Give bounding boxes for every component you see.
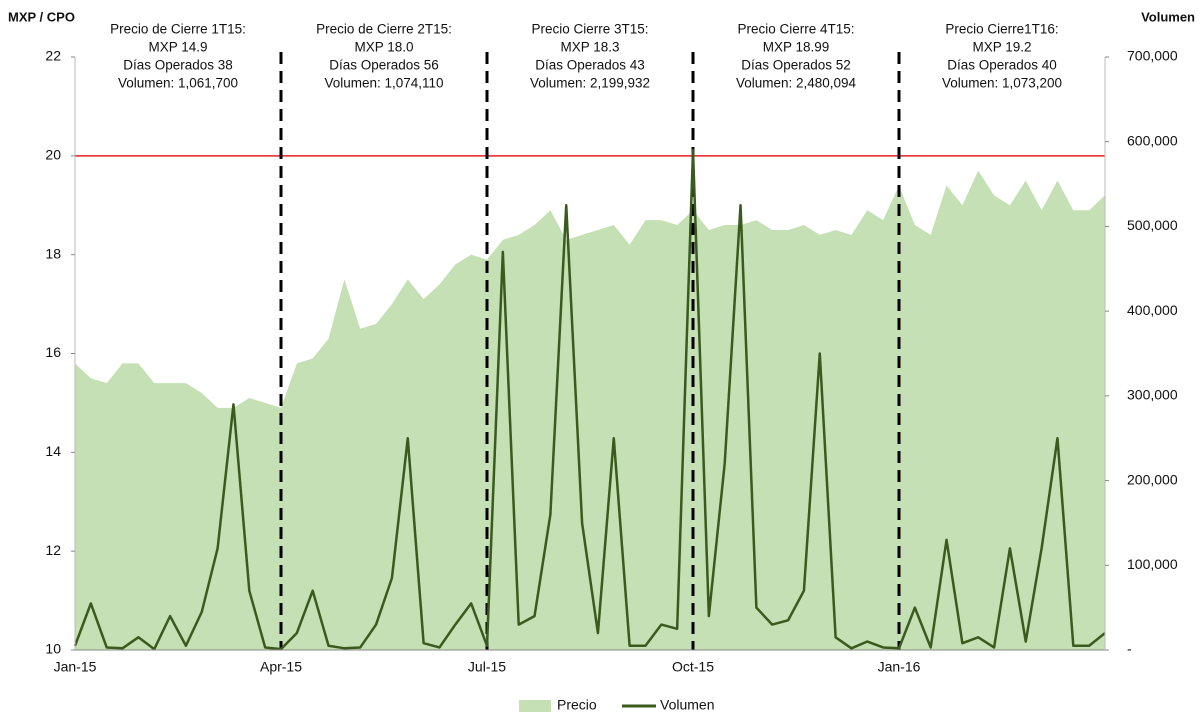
annotation: MXP 19.2 xyxy=(972,40,1031,55)
annotation: Días Operados 43 xyxy=(535,58,645,73)
y2-tick-label: 100,000 xyxy=(1127,556,1178,572)
y2-tick-label: - xyxy=(1127,641,1132,657)
annotation: MXP 18.99 xyxy=(763,40,830,55)
y2-tick-label: 300,000 xyxy=(1127,387,1178,403)
legend-label: Precio xyxy=(557,697,597,713)
annotation: MXP 14.9 xyxy=(148,40,207,55)
y-tick-label: 18 xyxy=(45,245,61,261)
annotation: Volumen: 1,074,110 xyxy=(324,76,443,91)
y-tick-label: 22 xyxy=(45,48,61,64)
annotation: Días Operados 52 xyxy=(741,58,851,73)
annotation: Días Operados 40 xyxy=(947,58,1057,73)
y2-tick-label: 600,000 xyxy=(1127,132,1178,148)
y-tick-label: 12 xyxy=(45,542,61,558)
y-tick-label: 14 xyxy=(45,443,61,459)
y-tick-label: 16 xyxy=(45,344,61,360)
legend-label: Volumen xyxy=(660,697,714,713)
y-axis-title: MXP / CPO xyxy=(8,9,75,24)
annotation: Volumen: 2,480,094 xyxy=(736,76,857,91)
annotation: Volumen: 2,199,932 xyxy=(530,76,650,91)
annotation: Días Operados 38 xyxy=(123,58,233,73)
x-tick-label: Jan-16 xyxy=(878,659,921,675)
annotation: Precio de Cierre 1T15: xyxy=(110,22,246,37)
volume-line xyxy=(73,148,1106,651)
y2-tick-label: 200,000 xyxy=(1127,471,1178,487)
annotation: Precio de Cierre 2T15: xyxy=(316,22,452,37)
y2-tick-label: 700,000 xyxy=(1127,48,1178,64)
annotation: MXP 18.3 xyxy=(560,40,619,55)
x-tick-label: Jan-15 xyxy=(54,659,97,675)
annotation: Días Operados 56 xyxy=(329,58,439,73)
annotation: Precio Cierre1T16: xyxy=(945,22,1058,37)
annotation: MXP 18.0 xyxy=(354,40,413,55)
y-tick-label: 10 xyxy=(45,641,61,657)
y2-tick-label: 400,000 xyxy=(1127,302,1178,318)
legend-swatch xyxy=(519,700,551,712)
annotation: Volumen: 1,073,200 xyxy=(942,76,1062,91)
annotation: Precio Cierre 4T15: xyxy=(737,22,854,37)
annotation: Precio Cierre 3T15: xyxy=(531,22,648,37)
y2-axis-title: Volumen xyxy=(1141,9,1195,24)
x-tick-label: Apr-15 xyxy=(260,659,302,675)
y-tick-label: 20 xyxy=(45,147,61,163)
x-tick-label: Oct-15 xyxy=(672,659,714,675)
y2-tick-label: 500,000 xyxy=(1127,217,1178,233)
price-area xyxy=(75,170,1105,651)
x-tick-label: Jul-15 xyxy=(468,659,506,675)
annotation: Volumen: 1,061,700 xyxy=(118,76,238,91)
